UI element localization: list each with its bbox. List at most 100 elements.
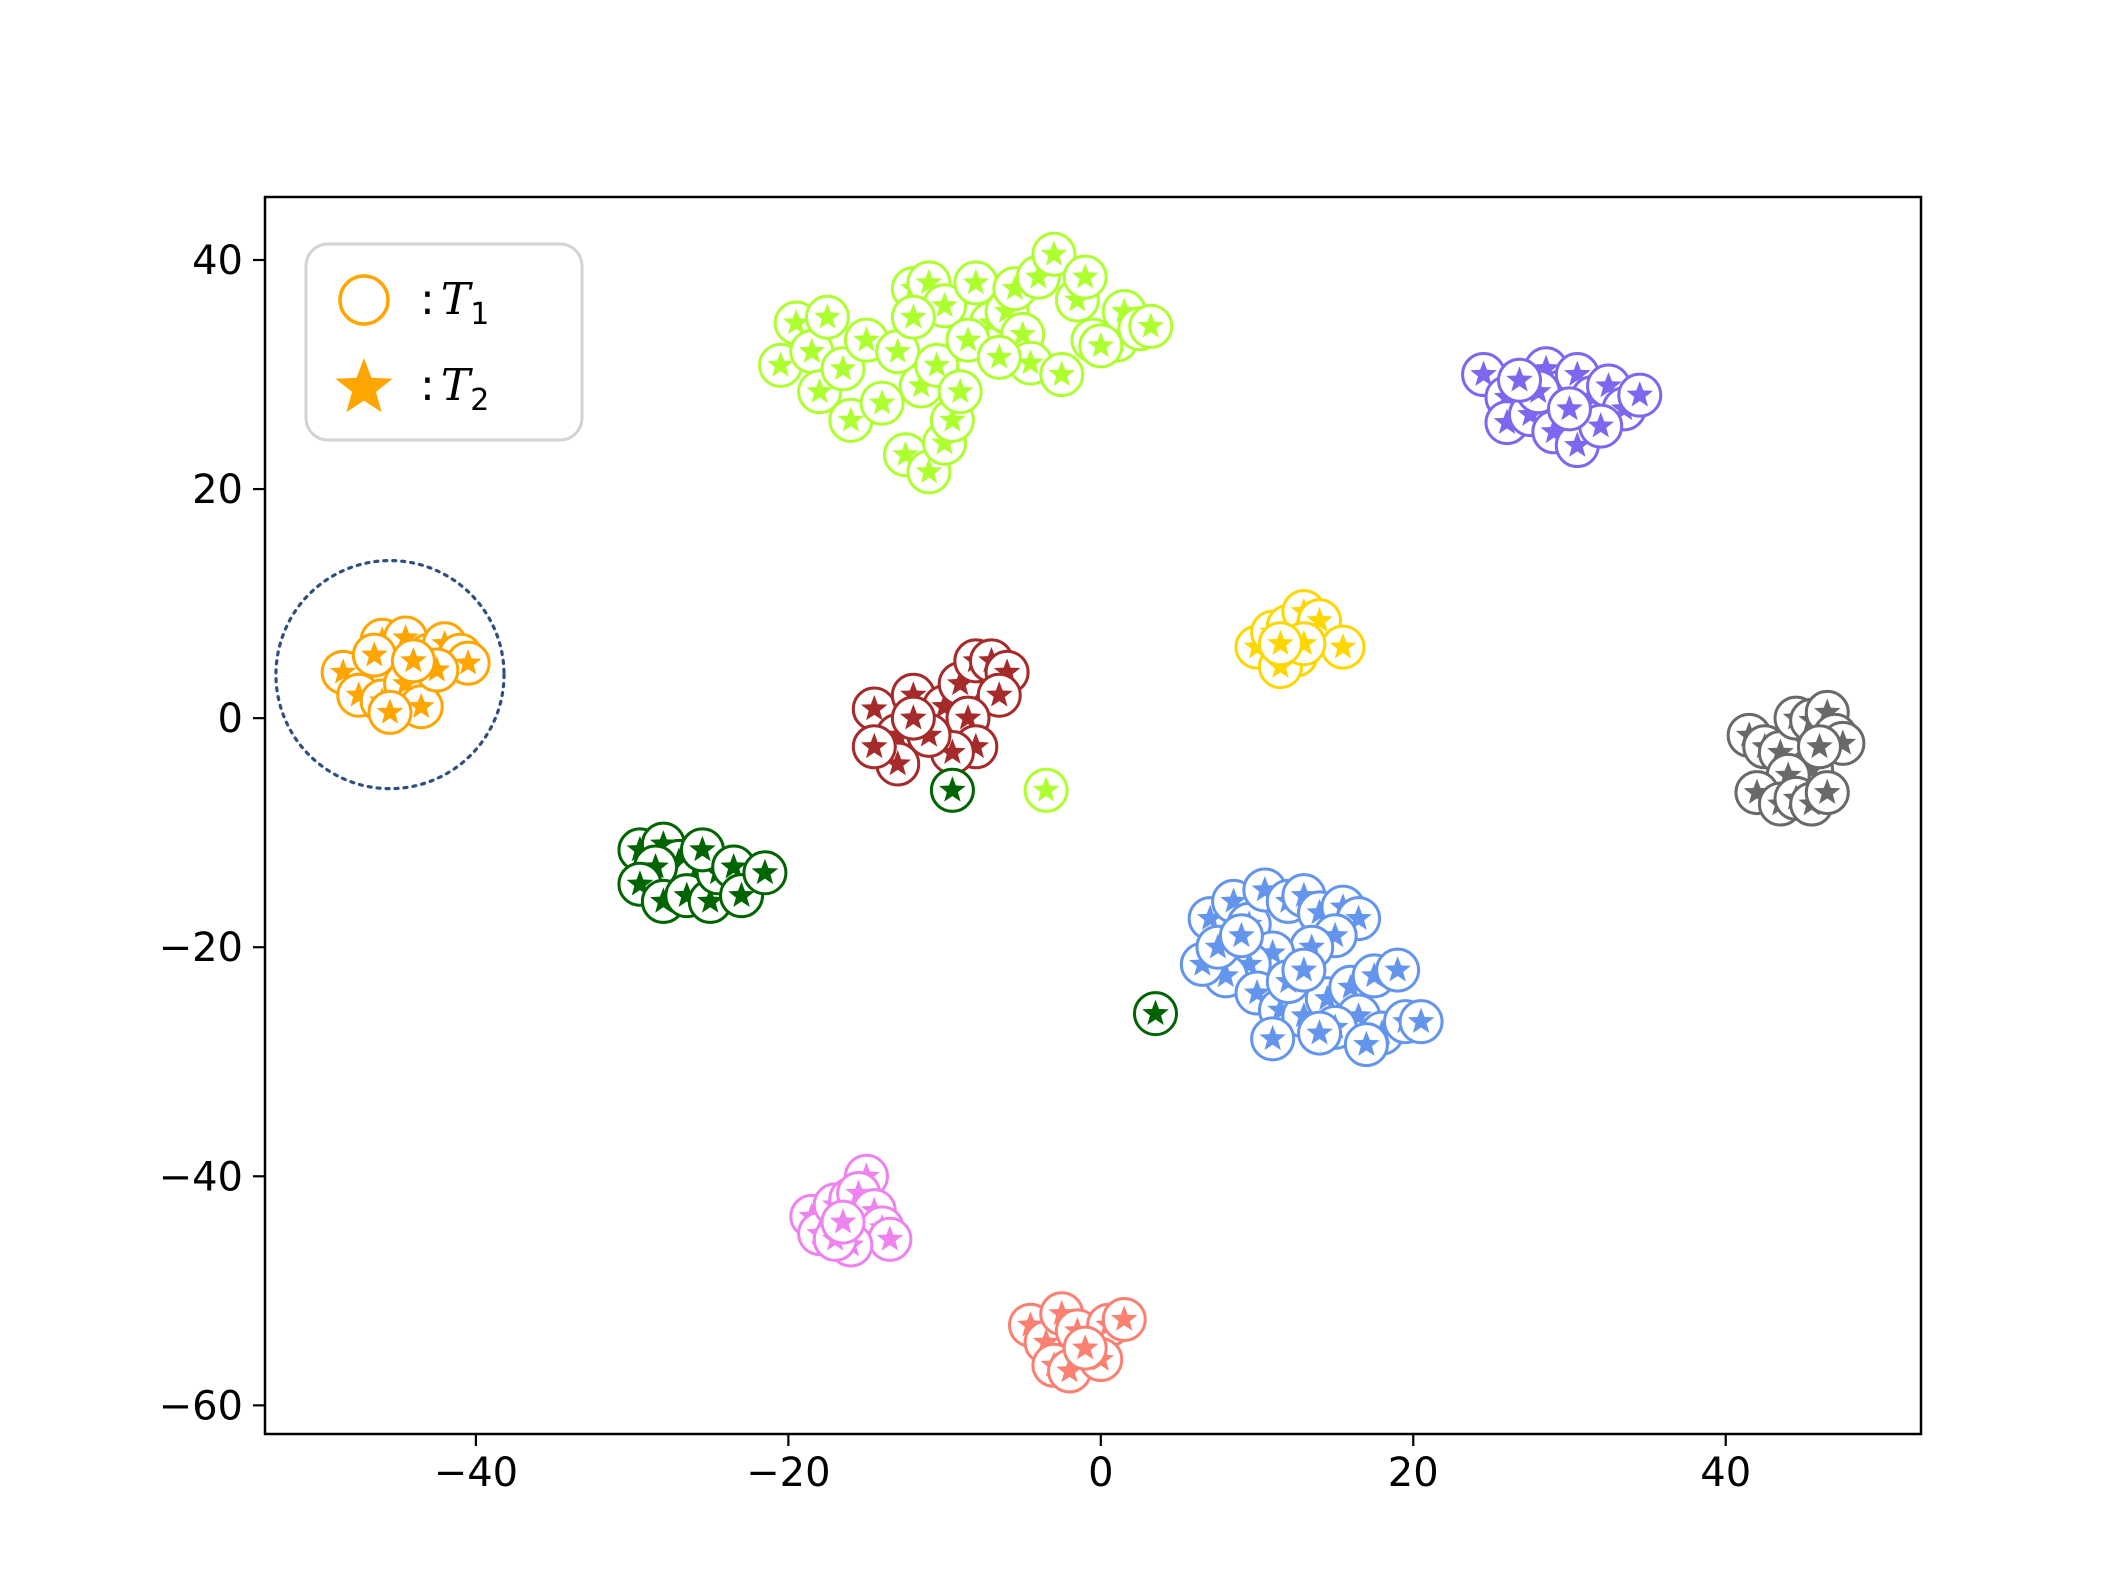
point-star <box>931 429 958 455</box>
point-star <box>1110 1305 1138 1331</box>
cluster-7 <box>1179 867 1444 1068</box>
point-star <box>665 847 693 873</box>
point-star <box>782 308 810 335</box>
point-star <box>392 623 419 650</box>
point-star <box>1306 1019 1333 1045</box>
point-star <box>1290 956 1318 982</box>
point-star <box>954 704 982 730</box>
point-star <box>1384 956 1411 982</box>
point-star <box>689 835 716 862</box>
highlight-layer <box>274 558 506 791</box>
point-star <box>892 440 919 467</box>
point-star <box>1009 320 1037 346</box>
point-star <box>939 776 966 802</box>
point-star <box>1556 394 1583 421</box>
point-star <box>1532 354 1560 381</box>
point-star <box>392 669 419 696</box>
point-star <box>946 669 974 696</box>
point-star <box>1493 408 1521 434</box>
point-star <box>1298 933 1326 959</box>
point-star <box>1087 331 1115 358</box>
point-star <box>962 268 990 295</box>
point-star <box>1142 999 1169 1025</box>
point-star <box>696 887 724 913</box>
point-star <box>1329 633 1357 659</box>
point-star <box>931 692 958 719</box>
point-star <box>1813 698 1841 724</box>
point-star <box>1040 240 1068 266</box>
point-star <box>650 830 677 856</box>
point-star <box>1563 360 1591 386</box>
point-star <box>1017 349 1044 375</box>
point-star <box>1267 629 1294 656</box>
point-star <box>1048 1299 1076 1326</box>
point-star <box>1290 1001 1318 1028</box>
point-star <box>884 337 912 363</box>
point-star <box>853 326 880 352</box>
point-star <box>423 656 451 682</box>
point-star <box>1774 761 1802 787</box>
point-star <box>876 1225 904 1251</box>
point-star <box>985 681 1013 707</box>
point-star <box>915 268 943 295</box>
axis-ticks <box>253 258 1727 1446</box>
x-tick-label: −20 <box>746 1450 830 1496</box>
point-star <box>1251 875 1279 902</box>
point-star <box>907 371 935 398</box>
point-star <box>642 853 669 879</box>
point-star <box>345 681 373 707</box>
x-tick-label: 0 <box>1088 1450 1113 1496</box>
point-star <box>1517 400 1544 426</box>
point-star <box>454 649 482 675</box>
point-star <box>650 887 677 913</box>
point-star <box>1337 973 1365 999</box>
point-star <box>829 1208 857 1234</box>
x-tick-label: 40 <box>1700 1450 1751 1496</box>
point-star <box>946 377 974 404</box>
cluster-9 <box>789 1153 913 1268</box>
x-tick-label: 20 <box>1388 1450 1439 1496</box>
legend-star-icon <box>335 358 393 413</box>
point-star <box>1220 887 1247 913</box>
point-star <box>900 303 927 329</box>
point-star <box>626 835 654 862</box>
y-tick-label: 20 <box>192 467 243 513</box>
point-star <box>1032 776 1060 802</box>
y-tick-label: −60 <box>159 1383 243 1429</box>
point-star <box>915 457 943 484</box>
point-star <box>1587 412 1615 438</box>
point-star <box>1306 898 1333 925</box>
cluster-4 <box>851 638 1030 787</box>
point-star <box>814 303 841 329</box>
legend-label: : T2 <box>420 360 489 418</box>
point-star <box>1259 938 1286 965</box>
point-star <box>1228 921 1255 948</box>
cluster-10 <box>1008 1291 1147 1394</box>
point-star <box>1056 1357 1083 1383</box>
point-star <box>1110 297 1138 323</box>
point-star <box>1071 1334 1099 1360</box>
point-star <box>1137 312 1165 338</box>
point-star <box>923 351 951 377</box>
point-star <box>1212 961 1240 988</box>
point-star <box>329 658 357 684</box>
point-star <box>954 326 982 352</box>
point-star <box>1032 1328 1060 1354</box>
y-tick-label: 0 <box>218 696 243 742</box>
point-star <box>1259 1024 1286 1051</box>
x-tick-label: −40 <box>434 1450 518 1496</box>
cluster-3 <box>1234 589 1366 690</box>
point-star <box>626 870 654 896</box>
point-star <box>673 881 701 907</box>
point-star <box>1306 606 1333 633</box>
point-star <box>1017 1311 1044 1337</box>
point-star <box>1798 755 1825 782</box>
point-star <box>400 646 427 673</box>
point-star <box>376 698 404 724</box>
point-star <box>993 658 1021 684</box>
point-star <box>985 343 1013 369</box>
point-star <box>407 692 435 719</box>
cluster-8 <box>1726 689 1866 827</box>
point-star <box>1595 371 1622 398</box>
